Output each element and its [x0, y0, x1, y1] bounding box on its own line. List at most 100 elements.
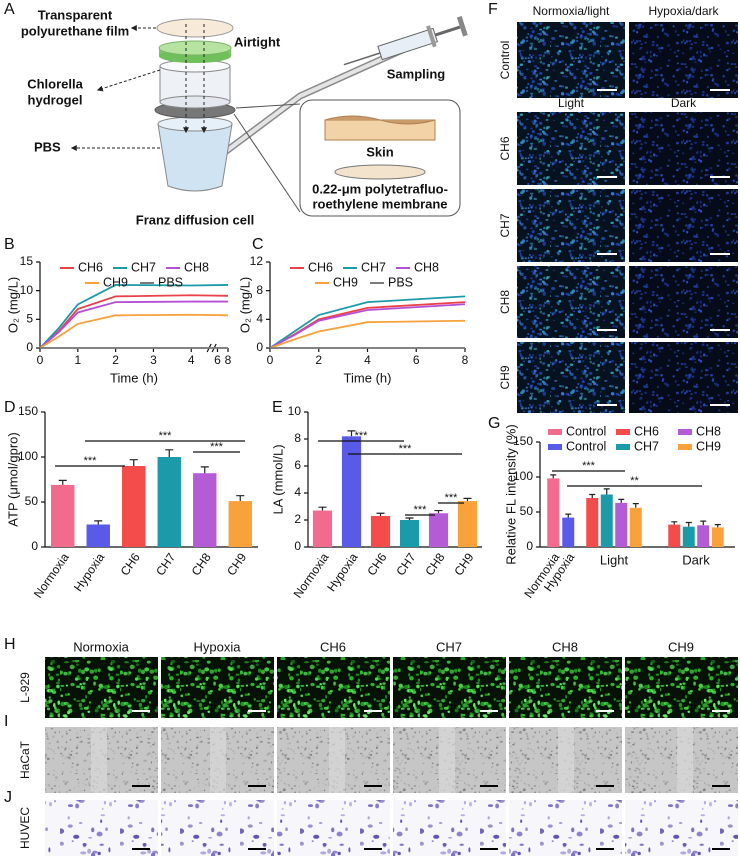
y-axis-label: O₂ (mg/L) [5, 277, 20, 333]
micrograph [45, 657, 158, 718]
error-bar [550, 474, 557, 479]
label: PBS [34, 139, 61, 154]
micrograph [629, 22, 738, 98]
error-bar [685, 521, 692, 527]
callout-line [235, 103, 301, 109]
y-tick-label: 4 [256, 312, 263, 326]
bar [547, 478, 560, 547]
label: Transparent [38, 7, 113, 22]
diagram: Transparent polyurethane film Airtight C… [21, 7, 468, 227]
legend-label: CH7 [634, 439, 659, 453]
micrograph [517, 22, 625, 98]
x-tick-label: 1 [74, 353, 81, 367]
bar [157, 457, 181, 547]
x-tick-label: CH9 [224, 550, 249, 578]
series-line [269, 295, 466, 349]
label: hydrogel [28, 92, 83, 107]
x-tick-label: CH9 [451, 550, 476, 578]
series-line [269, 301, 466, 349]
y-tick-label: 10 [20, 283, 34, 297]
y-tick-label: 50 [25, 494, 39, 508]
y-axis-label: LA (mmol/L) [270, 444, 285, 514]
micrograph [517, 342, 625, 413]
legend-label: PBS [388, 275, 413, 289]
y-tick-label: 4 [294, 485, 301, 499]
y-tick-label: 0 [526, 539, 533, 553]
callout-line [233, 113, 301, 213]
bar [711, 527, 724, 547]
significance-label: ** [630, 475, 639, 487]
x-tick-label: CH6 [364, 550, 389, 578]
bar [586, 498, 599, 547]
error-bar [200, 466, 209, 474]
error-bar [236, 495, 245, 502]
scratch-gap [329, 727, 345, 793]
legend-swatch [616, 429, 630, 435]
column-header: Hypoxia/dark [648, 4, 719, 18]
label: Sampling [387, 66, 446, 81]
x-tick-label: CH8 [422, 550, 447, 578]
panel-label: I [4, 713, 8, 730]
x-tick-label: CH8 [189, 550, 214, 578]
error-bar [347, 430, 356, 437]
significance-label: *** [210, 441, 224, 453]
micrograph [517, 112, 625, 185]
error-bar [463, 497, 472, 502]
error-bar [376, 512, 385, 516]
error-bar [165, 449, 174, 457]
significance-label: *** [582, 460, 596, 472]
column-header: CH9 [668, 639, 694, 654]
error-bar [700, 520, 707, 526]
error-bar [434, 509, 443, 514]
bar [697, 525, 710, 547]
panel-label: A [4, 1, 15, 18]
legend-label: CH6 [78, 260, 103, 274]
y-axis-label: Relative FL intensity (%) [503, 424, 518, 564]
x-tick-label: Normoxia [31, 550, 72, 600]
row-label: L-929 [18, 672, 32, 703]
column-header: Light [558, 96, 585, 110]
row-label: CH9 [498, 365, 512, 389]
legend-label: CH6 [308, 260, 333, 274]
ptfe-membrane [334, 164, 426, 180]
x-tick-label: 0 [37, 353, 44, 367]
x-tick-label: 0 [267, 353, 274, 367]
panel-label: E [272, 399, 283, 416]
bar [341, 436, 362, 547]
y-axis-label: O₂ (mg/L) [237, 277, 252, 333]
bar [562, 517, 575, 547]
micrograph [625, 657, 738, 718]
x-tick-label: Light [600, 552, 629, 567]
y-tick-label: 0 [294, 539, 301, 553]
error-bar [405, 517, 414, 520]
y-tick-label: 100 [18, 449, 38, 463]
y-tick-label: 0 [26, 340, 33, 354]
micrograph [629, 112, 738, 185]
y-tick-label: 0 [256, 340, 263, 354]
bar [193, 473, 217, 547]
label: Airtight [234, 34, 281, 49]
upper-chamber-bottom [159, 95, 231, 109]
x-tick-label: Dark [682, 552, 710, 567]
y-tick-label: 8 [256, 283, 263, 297]
scratch-gap [210, 727, 226, 793]
series-line [39, 313, 229, 349]
column-header: CH7 [436, 639, 462, 654]
legend-label: CH6 [634, 424, 659, 438]
micrograph [517, 266, 625, 338]
micrograph [393, 800, 506, 856]
legend-label: CH9 [333, 275, 358, 289]
legend-label: CH8 [696, 424, 721, 438]
error-bar [632, 503, 639, 508]
row-label: Control [498, 41, 512, 80]
error-bar [589, 493, 596, 498]
x-tick-label: 6 [413, 353, 420, 367]
x-tick-label: Hypoxia [71, 550, 108, 594]
error-bar [618, 498, 625, 503]
bar [51, 484, 75, 547]
bar [228, 501, 252, 547]
sampling-arm-inner [223, 40, 421, 154]
column-header: Normoxia/light [533, 4, 610, 18]
column-header: Normoxia [73, 639, 129, 654]
